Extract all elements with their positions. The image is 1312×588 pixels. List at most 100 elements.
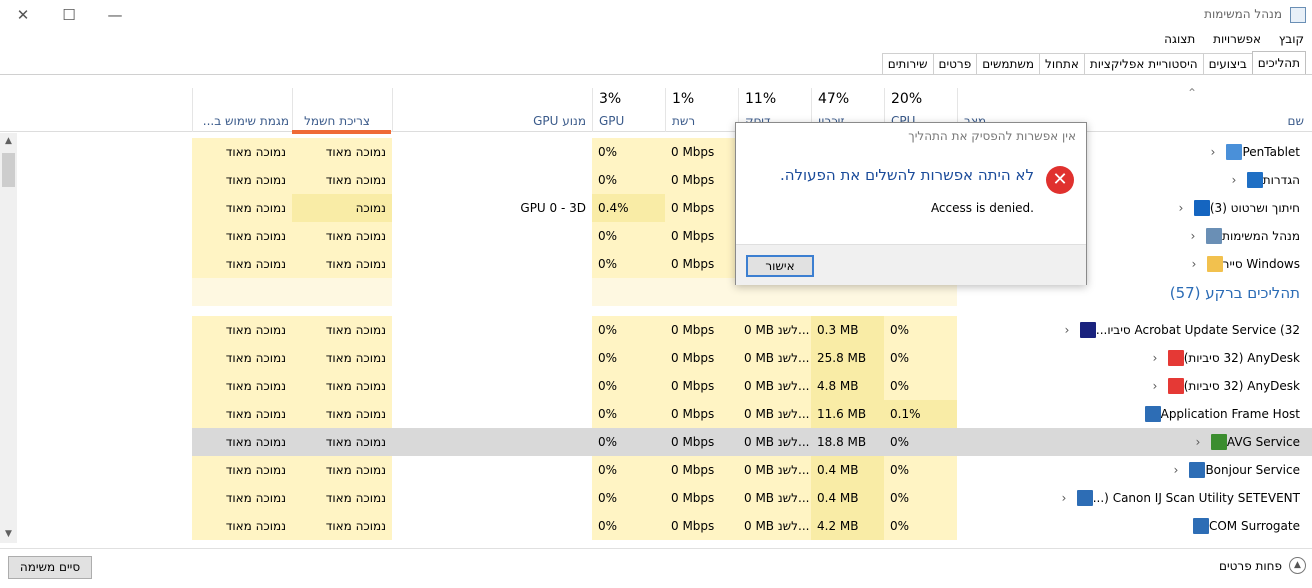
col-gpu[interactable]: 3% GPU <box>592 88 665 132</box>
table-row[interactable]: נמוכה מאוד נמוכה מאוד 0% 0 Mbps › Windows סיי… <box>18 250 1312 278</box>
cell-bg <box>665 278 738 306</box>
expand-chevron-icon[interactable]: › <box>1195 435 1201 449</box>
cell-bg <box>738 400 811 428</box>
cell-bg <box>738 372 811 400</box>
cell-bg <box>292 316 392 344</box>
process-name: AnyDesk (32 סיביות) <box>1183 379 1300 393</box>
canon-scan-icon <box>1076 490 1093 506</box>
collapse-chevron-icon[interactable]: ▲ <box>1289 557 1306 574</box>
cell-bg <box>665 166 738 194</box>
table-row[interactable]: נמוכה מאוד נמוכה מאוד 0% 0 Mbps 0 MB לשנ... 1… <box>18 428 1312 456</box>
power-cell: נמוכה מאוד <box>325 463 386 477</box>
power-trend-cell: נמוכה מאוד <box>225 229 286 243</box>
tab-app-history[interactable]: היסטוריית אפליקציות <box>1083 53 1204 74</box>
memory-cell: 0.4 MB <box>817 463 859 477</box>
menu-view[interactable]: תצוגה <box>1164 32 1196 46</box>
tab-users[interactable]: משתמשים <box>976 53 1041 74</box>
group-header-background[interactable]: תהליכים ברקע (57) <box>1169 284 1300 302</box>
process-name-cell: › הגדרות <box>1219 166 1300 194</box>
cell-bg <box>292 250 392 278</box>
table-row[interactable]: נמוכה מאוד נמוכה GPU 0 - 3D 0.4% 0 Mbps › חיתו… <box>18 194 1312 222</box>
tab-performance[interactable]: ביצועים <box>1202 53 1253 74</box>
expand-chevron-icon[interactable]: › <box>1152 351 1158 365</box>
expand-chevron-icon[interactable]: › <box>1190 229 1196 243</box>
minimize-button[interactable]: — <box>92 0 138 30</box>
table-row[interactable]: נמוכה מאוד נמוכה מאוד 0% 0 Mbps › PenTablet <box>18 138 1312 166</box>
col-name[interactable]: שם <box>1287 114 1304 128</box>
memory-cell: 0.4 MB <box>817 491 859 505</box>
col-power-trend[interactable]: מגמת שימוש ב... <box>192 88 292 132</box>
expand-chevron-icon[interactable]: › <box>1191 257 1197 271</box>
power-trend-cell: נמוכה מאוד <box>225 257 286 271</box>
power-cell: נמוכה מאוד <box>325 257 386 271</box>
footer: סיים משימה פחות פרטים ▲ <box>0 548 1312 588</box>
table-row[interactable]: נמוכה מאוד נמוכה מאוד 0% 0 Mbps 0 MB לשנ... 0… <box>18 456 1312 484</box>
gpu-cell: 0% <box>598 323 618 337</box>
table-row[interactable]: נמוכה מאוד נמוכה מאוד 0% 0 Mbps 0 MB לשנ... 0… <box>18 484 1312 512</box>
bonjour-icon <box>1189 462 1206 478</box>
power-cell: נמוכה מאוד <box>325 173 386 187</box>
tab-startup[interactable]: אתחול <box>1039 53 1085 74</box>
menu-file[interactable]: קובץ <box>1278 32 1304 46</box>
gpu-engine-cell <box>392 166 586 194</box>
cell-bg <box>292 456 392 484</box>
power-cell: נמוכה מאוד <box>325 519 386 533</box>
expand-chevron-icon[interactable]: › <box>1231 173 1237 187</box>
table-row[interactable]: נמוכה מאוד נמוכה מאוד 0% 0 Mbps › מנהל המשימו… <box>18 222 1312 250</box>
table-row[interactable]: נמוכה מאוד נמוכה מאוד 0% 0 Mbps › הגדרות <box>18 166 1312 194</box>
gpu-cell: 0% <box>598 351 618 365</box>
tab-processes[interactable]: תהליכים <box>1251 51 1306 74</box>
vertical-scrollbar[interactable]: ▲ ▼ <box>0 133 17 543</box>
expand-chevron-icon[interactable]: › <box>1178 201 1184 215</box>
process-name: AVG Service <box>1226 435 1300 449</box>
menu-options[interactable]: אפשרויות <box>1213 32 1261 46</box>
expand-chevron-icon[interactable]: › <box>1211 145 1216 159</box>
expand-chevron-icon[interactable]: › <box>1061 491 1067 505</box>
tab-services[interactable]: שירותים <box>881 53 934 74</box>
cell-bg <box>665 194 738 222</box>
table-row[interactable]: נמוכה מאוד נמוכה מאוד 0% 0 Mbps 0 MB לשנ... 1… <box>18 400 1312 428</box>
cell-bg <box>292 138 392 166</box>
cell-bg <box>884 428 957 456</box>
gpu-engine-cell <box>392 222 586 250</box>
col-memory[interactable]: 47% זיכרון <box>811 88 884 132</box>
expand-chevron-icon[interactable]: › <box>1064 323 1070 337</box>
tab-details[interactable]: פרטים <box>932 53 978 74</box>
anydesk-icon <box>1167 378 1184 394</box>
cell-bg <box>665 512 738 540</box>
cell-bg <box>192 316 292 344</box>
fewer-details-link[interactable]: פחות פרטים <box>1219 559 1282 573</box>
cell-bg <box>738 428 811 456</box>
scroll-down-icon[interactable]: ▼ <box>5 529 12 539</box>
cell-bg <box>592 250 665 278</box>
ok-button[interactable]: אישור <box>746 255 814 277</box>
memory-cell: 18.8 MB <box>817 435 867 449</box>
minimize-icon: — <box>107 6 123 24</box>
table-row[interactable]: נמוכה מאוד נמוכה מאוד 0% 0 Mbps 0 MB לשנ... 4… <box>18 372 1312 400</box>
expand-chevron-icon[interactable]: › <box>1174 463 1179 477</box>
task-manager-icon <box>1290 7 1306 23</box>
table-row[interactable]: נמוכה מאוד נמוכה מאוד 0% 0 Mbps 0 MB לשנ... 0… <box>18 316 1312 344</box>
cell-bg <box>192 372 292 400</box>
close-button[interactable]: ✕ <box>0 0 46 30</box>
expand-chevron-icon[interactable]: › <box>1152 379 1158 393</box>
col-gpu-engine[interactable]: מנוע GPU <box>392 88 592 132</box>
process-name-cell: › Canon IJ Scan Utility SETEVENT (... <box>1049 484 1300 512</box>
cell-bg <box>592 400 665 428</box>
cell-bg <box>192 138 292 166</box>
network-cell: 0 Mbps <box>671 435 715 449</box>
col-network[interactable]: 1% רשת <box>665 88 738 132</box>
memory-cell: 4.8 MB <box>817 379 859 393</box>
power-cell: נמוכה מאוד <box>325 323 386 337</box>
cell-bg <box>665 456 738 484</box>
col-power[interactable]: צריכת חשמל <box>292 88 392 132</box>
scroll-up-icon[interactable]: ▲ <box>5 136 12 146</box>
acrobat-update-icon <box>1079 322 1096 338</box>
table-row[interactable]: נמוכה מאוד נמוכה מאוד 0% 0 Mbps 0 MB לשנ... 2… <box>18 344 1312 372</box>
end-task-button[interactable]: סיים משימה <box>8 556 92 579</box>
maximize-button[interactable]: ☐ <box>46 0 92 30</box>
memory-cell: 11.6 MB <box>817 407 867 421</box>
avg-icon <box>1210 434 1227 450</box>
table-row[interactable]: נמוכה מאוד נמוכה מאוד 0% 0 Mbps 0 MB לשנ... 4… <box>18 512 1312 540</box>
scroll-thumb[interactable] <box>2 153 15 187</box>
